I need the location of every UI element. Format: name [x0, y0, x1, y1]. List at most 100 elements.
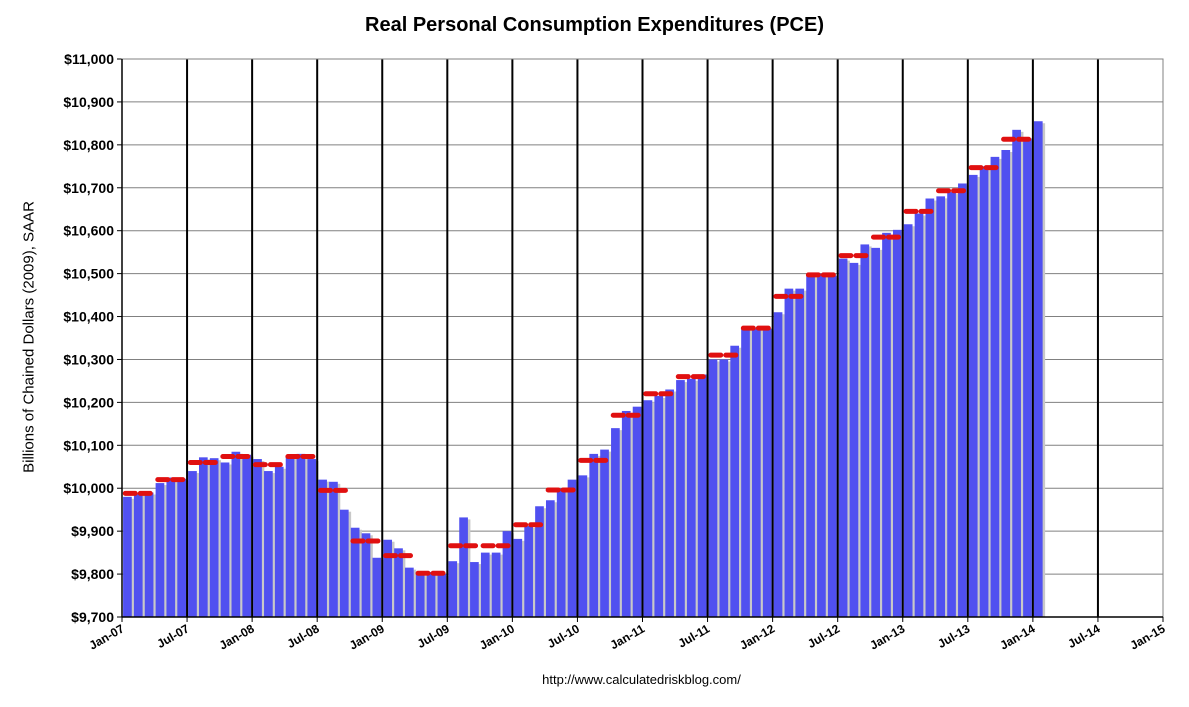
bar	[502, 531, 512, 617]
bar	[968, 174, 978, 617]
bar	[708, 359, 718, 617]
bar	[220, 462, 230, 617]
bar	[480, 552, 490, 617]
x-tick-label: Jul-08	[285, 621, 322, 651]
bar	[1001, 149, 1011, 617]
x-tick-label: Jul-09	[415, 621, 452, 651]
bar	[697, 374, 707, 617]
bar	[773, 312, 783, 617]
bar	[231, 451, 241, 617]
y-tick-label: $10,600	[63, 223, 114, 239]
bar	[578, 475, 588, 617]
y-tick-label: $10,500	[63, 266, 114, 282]
bar	[556, 488, 566, 617]
bar	[318, 479, 327, 617]
x-tick-label: Jan-08	[217, 621, 257, 652]
bar	[806, 273, 815, 617]
y-tick-label: $10,900	[63, 94, 114, 110]
bar	[892, 229, 902, 617]
x-tick-label: Jul-11	[676, 621, 713, 650]
bar	[350, 527, 360, 617]
x-tick-label: Jan-14	[997, 621, 1037, 652]
bar	[741, 327, 750, 617]
bar	[491, 552, 501, 617]
bar	[849, 262, 859, 617]
bar	[817, 273, 826, 617]
bar	[123, 496, 132, 617]
x-tick-label: Jul-10	[545, 621, 582, 651]
x-tick-label: Jul-12	[805, 621, 842, 651]
bar	[437, 574, 447, 617]
bar	[383, 539, 393, 617]
bar	[166, 477, 176, 617]
bar	[1033, 121, 1043, 617]
x-tick-label: Jan-13	[867, 621, 907, 652]
bar	[882, 232, 891, 618]
source-url: http://www.calculatedriskblog.com/	[542, 672, 741, 687]
bar	[253, 459, 262, 617]
bar	[643, 400, 653, 617]
bar	[611, 428, 620, 617]
bar	[448, 561, 458, 617]
chart-title: Real Personal Consumption Expenditures (…	[365, 14, 824, 36]
bar	[405, 567, 414, 617]
bar	[415, 574, 425, 617]
bar	[361, 533, 371, 617]
y-tick-label: $10,300	[63, 351, 114, 367]
bar	[676, 380, 685, 617]
bar	[871, 247, 880, 617]
bar	[752, 328, 761, 617]
bar	[827, 275, 837, 617]
x-tick-label: Jul-07	[155, 621, 192, 651]
y-tick-label: $9,900	[71, 523, 114, 539]
bar	[860, 244, 870, 618]
bar	[307, 459, 317, 617]
bar	[144, 492, 154, 617]
bar	[838, 258, 848, 617]
bar	[632, 406, 642, 617]
y-tick-label: $9,700	[71, 609, 114, 625]
bar	[589, 453, 599, 617]
bar	[958, 183, 967, 617]
bar	[990, 156, 1000, 617]
bar	[426, 571, 436, 617]
bar	[665, 389, 674, 617]
bar	[1012, 129, 1021, 618]
y-tick-label: $10,100	[63, 437, 114, 453]
bar	[133, 493, 143, 617]
bar	[762, 328, 772, 617]
bar	[177, 478, 186, 617]
bar	[686, 378, 696, 617]
bar	[285, 456, 295, 617]
bar	[730, 345, 740, 617]
bar	[188, 471, 197, 617]
y-tick-label: $10,700	[63, 180, 114, 196]
bar	[524, 526, 533, 617]
bar	[936, 196, 946, 617]
bar	[979, 166, 989, 618]
bar	[209, 458, 219, 617]
bar	[795, 288, 805, 617]
bar	[372, 557, 382, 617]
bar	[545, 500, 555, 617]
y-tick-label: $9,800	[71, 566, 114, 582]
bar	[242, 454, 252, 617]
bar	[719, 359, 729, 617]
bar	[914, 213, 924, 617]
bar	[1023, 138, 1032, 617]
bar	[339, 509, 349, 617]
bar	[155, 483, 165, 617]
bar	[903, 224, 913, 617]
y-tick-label: $10,200	[63, 394, 114, 410]
x-tick-label: Jul-14	[1065, 621, 1102, 651]
bar	[567, 479, 577, 617]
x-tick-label: Jan-07	[87, 621, 127, 652]
bar	[459, 517, 468, 617]
y-tick-label: $10,000	[63, 480, 114, 496]
bar	[947, 192, 956, 618]
x-tick-label: Jul-13	[935, 621, 972, 651]
bar	[925, 198, 935, 617]
bar	[296, 453, 306, 617]
bar	[470, 562, 479, 617]
